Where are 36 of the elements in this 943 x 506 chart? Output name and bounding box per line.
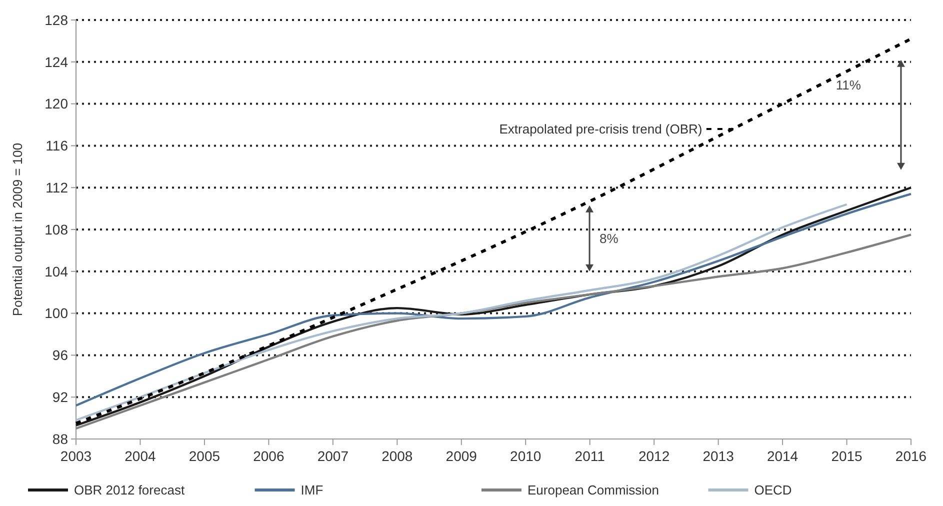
- x-tick-label: 2007: [317, 448, 349, 464]
- x-tick-label: 2006: [253, 448, 284, 464]
- y-tick-label: 104: [44, 263, 68, 280]
- x-tick-label: 2009: [446, 448, 478, 464]
- x-tick-label: 2015: [831, 448, 863, 464]
- x-tick-label: 2005: [188, 448, 220, 464]
- legend-label: OECD: [754, 482, 792, 498]
- y-tick-label: 96: [52, 347, 68, 364]
- y-tick-label: 120: [44, 96, 68, 112]
- y-tick-label: 116: [46, 138, 68, 154]
- series-label: Extrapolated pre-crisis trend (OBR): [499, 121, 702, 136]
- x-tick-label: 2008: [382, 448, 413, 464]
- x-tick-label: 2012: [638, 448, 670, 464]
- x-tick-label: 2016: [895, 448, 927, 464]
- y-tick-label: 100: [44, 305, 68, 322]
- x-tick-label: 2014: [766, 448, 798, 464]
- annotation: 11%: [836, 77, 862, 92]
- line-series: [74, 37, 912, 425]
- y-tick-label: 88: [52, 430, 68, 447]
- y-tick-label: 112: [46, 180, 68, 196]
- legend-label: IMF: [300, 482, 324, 498]
- legend-label: OBR 2012 forecast: [74, 482, 185, 498]
- x-tick-label: 2011: [574, 448, 606, 464]
- line-series: [74, 203, 848, 422]
- x-tick-label: 2003: [60, 448, 92, 464]
- line-series: [74, 234, 912, 430]
- annotation: 8%: [600, 230, 619, 246]
- legend-label: European Commission: [528, 482, 660, 498]
- x-tick-label: 2013: [702, 448, 734, 464]
- y-tick-label: 92: [52, 389, 68, 405]
- y-tick-label: 128: [44, 12, 68, 28]
- x-tick-label: 2004: [124, 448, 156, 464]
- y-axis-title: Potential output in 2009 = 100: [10, 142, 25, 316]
- x-tick-label: 2010: [510, 448, 542, 464]
- y-tick-label: 108: [44, 221, 68, 238]
- y-tick-label: 124: [44, 54, 68, 70]
